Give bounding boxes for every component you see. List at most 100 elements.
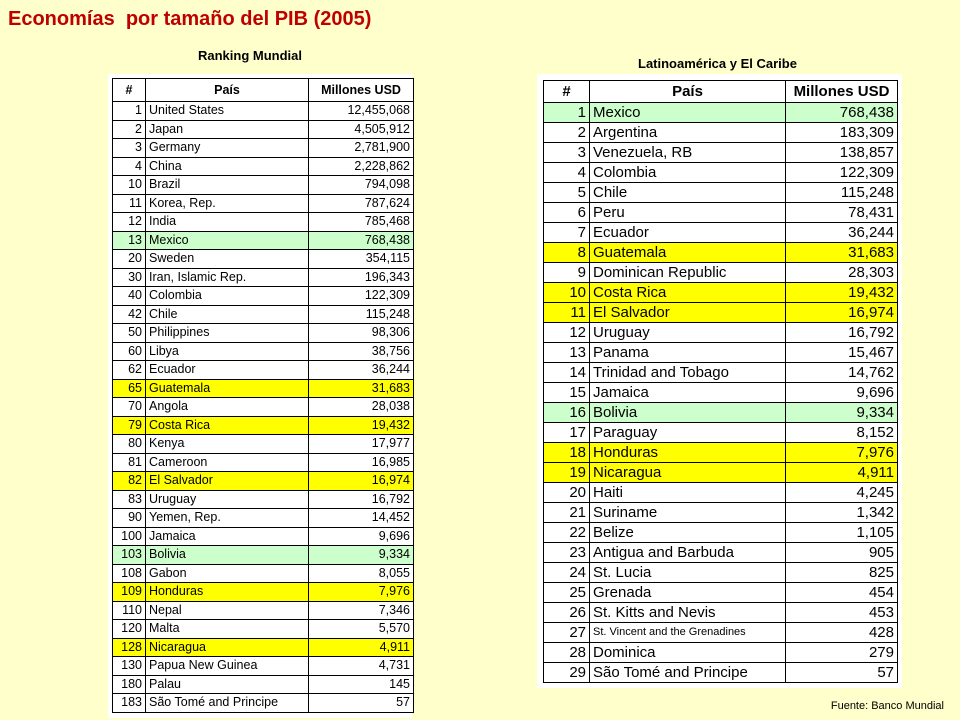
table-row: 11 El Salvador 16,974 xyxy=(543,302,898,323)
table-row: 42 Chile 115,248 xyxy=(112,304,414,324)
table-row: 100 Jamaica 9,696 xyxy=(112,526,414,546)
table-row: 11 Korea, Rep. 787,624 xyxy=(112,193,414,213)
country-cell: Dominican Republic xyxy=(589,262,786,283)
table-row: 12 Uruguay 16,792 xyxy=(543,322,898,343)
table-row: 10 Costa Rica 19,432 xyxy=(543,282,898,303)
rank-cell: 21 xyxy=(543,502,590,523)
country-cell: Chile xyxy=(145,304,309,324)
rank-cell: 1 xyxy=(112,101,146,121)
country-cell: Angola xyxy=(145,397,309,417)
value-cell: 16,985 xyxy=(308,452,414,472)
country-cell: St. Vincent and the Grenadines xyxy=(589,622,786,643)
value-cell: 2,781,900 xyxy=(308,138,414,158)
value-cell: 98,306 xyxy=(308,323,414,343)
table-row: 7 Ecuador 36,244 xyxy=(543,222,898,243)
table-row: 79 Costa Rica 19,432 xyxy=(112,415,414,435)
rank-cell: 3 xyxy=(112,138,146,158)
world-subtitle: Ranking Mundial xyxy=(198,48,302,63)
value-cell: 31,683 xyxy=(308,378,414,398)
page-title: Economías por tamaño del PIB (2005) xyxy=(8,8,372,30)
country-cell: Bolivia xyxy=(589,402,786,423)
rank-cell: 130 xyxy=(112,656,146,676)
country-cell: Belize xyxy=(589,522,786,543)
value-cell: 38,756 xyxy=(308,341,414,361)
rank-cell: 20 xyxy=(543,482,590,503)
rank-cell: 12 xyxy=(543,322,590,343)
value-cell: 454 xyxy=(785,582,898,603)
rank-cell: 6 xyxy=(543,202,590,223)
country-cell: China xyxy=(145,156,309,176)
value-cell: 19,432 xyxy=(785,282,898,303)
table-row: 21 Suriname 1,342 xyxy=(543,502,898,523)
country-cell: India xyxy=(145,212,309,232)
table-row: 2 Argentina 183,309 xyxy=(543,122,898,143)
table-row: 65 Guatemala 31,683 xyxy=(112,378,414,398)
rank-cell: 13 xyxy=(112,230,146,250)
value-cell: 14,452 xyxy=(308,508,414,528)
value-cell: 28,038 xyxy=(308,397,414,417)
country-cell: Germany xyxy=(145,138,309,158)
country-header: País xyxy=(589,80,786,103)
table-header-row: # País Millones USD xyxy=(112,78,414,102)
country-cell: Gabon xyxy=(145,563,309,583)
rank-cell: 90 xyxy=(112,508,146,528)
rank-cell: 12 xyxy=(112,212,146,232)
table-row: 15 Jamaica 9,696 xyxy=(543,382,898,403)
value-cell: 787,624 xyxy=(308,193,414,213)
country-cell: Ecuador xyxy=(145,360,309,380)
value-cell: 7,976 xyxy=(308,582,414,602)
rank-cell: 183 xyxy=(112,693,146,713)
value-cell: 122,309 xyxy=(785,162,898,183)
value-cell: 4,245 xyxy=(785,482,898,503)
value-cell: 19,432 xyxy=(308,415,414,435)
country-cell: Jamaica xyxy=(589,382,786,403)
rank-cell: 25 xyxy=(543,582,590,603)
table-row: 25 Grenada 454 xyxy=(543,582,898,603)
table-row: 82 El Salvador 16,974 xyxy=(112,471,414,491)
table-row: 128 Nicaragua 4,911 xyxy=(112,637,414,657)
table-row: 20 Haiti 4,245 xyxy=(543,482,898,503)
table-row: 13 Mexico 768,438 xyxy=(112,230,414,250)
table-row: 23 Antigua and Barbuda 905 xyxy=(543,542,898,563)
rank-cell: 28 xyxy=(543,642,590,663)
value-cell: 14,762 xyxy=(785,362,898,383)
country-cell: Ecuador xyxy=(589,222,786,243)
rank-cell: 42 xyxy=(112,304,146,324)
value-cell: 115,248 xyxy=(785,182,898,203)
rank-cell: 20 xyxy=(112,249,146,269)
table-row: 9 Dominican Republic 28,303 xyxy=(543,262,898,283)
rank-cell: 10 xyxy=(112,175,146,195)
rank-cell: 4 xyxy=(112,156,146,176)
country-cell: Costa Rica xyxy=(589,282,786,303)
country-cell: Honduras xyxy=(589,442,786,463)
country-cell: Grenada xyxy=(589,582,786,603)
table-row: 28 Dominica 279 xyxy=(543,642,898,663)
rank-cell: 3 xyxy=(543,142,590,163)
country-cell: El Salvador xyxy=(589,302,786,323)
country-cell: Haiti xyxy=(589,482,786,503)
value-cell: 36,244 xyxy=(308,360,414,380)
table-row: 16 Bolivia 9,334 xyxy=(543,402,898,423)
country-cell: Cameroon xyxy=(145,452,309,472)
rank-cell: 13 xyxy=(543,342,590,363)
value-cell: 9,334 xyxy=(308,545,414,565)
rank-cell: 23 xyxy=(543,542,590,563)
country-cell: Colombia xyxy=(145,286,309,306)
value-cell: 28,303 xyxy=(785,262,898,283)
value-cell: 9,696 xyxy=(308,526,414,546)
value-cell: 9,334 xyxy=(785,402,898,423)
rank-cell: 60 xyxy=(112,341,146,361)
value-cell: 794,098 xyxy=(308,175,414,195)
table-row: 70 Angola 28,038 xyxy=(112,397,414,417)
table-row: 10 Brazil 794,098 xyxy=(112,175,414,195)
country-cell: Kenya xyxy=(145,434,309,454)
country-cell: São Tomé and Principe xyxy=(145,693,309,713)
rank-cell: 80 xyxy=(112,434,146,454)
country-cell: Peru xyxy=(589,202,786,223)
country-cell: Brazil xyxy=(145,175,309,195)
value-cell: 1,105 xyxy=(785,522,898,543)
value-cell: 4,911 xyxy=(308,637,414,657)
rank-cell: 70 xyxy=(112,397,146,417)
world-ranking-table: # País Millones USD 1 United States 12,455… xyxy=(112,78,414,713)
world-ranking-panel: # País Millones USD 1 United States 12,455… xyxy=(108,74,414,718)
